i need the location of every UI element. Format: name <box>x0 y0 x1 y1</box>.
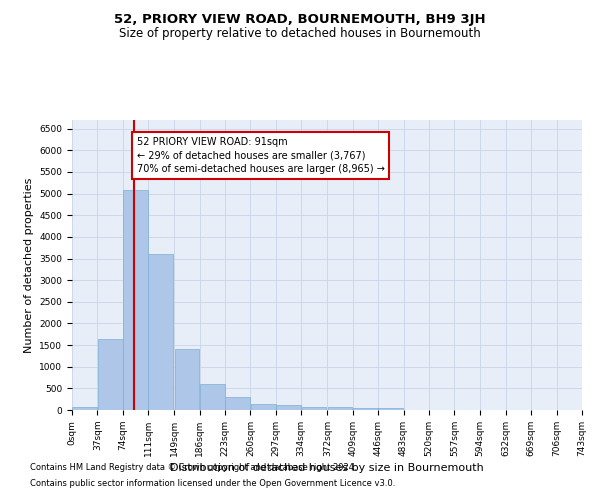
Bar <box>72 407 97 410</box>
Bar <box>200 384 225 410</box>
Bar <box>379 408 403 410</box>
Bar <box>148 254 173 410</box>
Bar <box>251 404 275 410</box>
X-axis label: Distribution of detached houses by size in Bournemouth: Distribution of detached houses by size … <box>170 463 484 473</box>
Bar <box>98 340 122 410</box>
Bar <box>328 408 352 410</box>
Y-axis label: Number of detached properties: Number of detached properties <box>24 178 34 352</box>
Text: 52, PRIORY VIEW ROAD, BOURNEMOUTH, BH9 3JH: 52, PRIORY VIEW ROAD, BOURNEMOUTH, BH9 3… <box>114 12 486 26</box>
Bar <box>226 397 250 410</box>
Text: Contains public sector information licensed under the Open Government Licence v3: Contains public sector information licen… <box>30 478 395 488</box>
Bar <box>302 407 326 410</box>
Text: 52 PRIORY VIEW ROAD: 91sqm
← 29% of detached houses are smaller (3,767)
70% of s: 52 PRIORY VIEW ROAD: 91sqm ← 29% of deta… <box>137 138 385 173</box>
Bar <box>175 348 199 410</box>
Text: Size of property relative to detached houses in Bournemouth: Size of property relative to detached ho… <box>119 28 481 40</box>
Text: Contains HM Land Registry data © Crown copyright and database right 2024.: Contains HM Land Registry data © Crown c… <box>30 464 356 472</box>
Bar <box>353 408 378 410</box>
Bar <box>123 190 148 410</box>
Bar <box>276 405 301 410</box>
